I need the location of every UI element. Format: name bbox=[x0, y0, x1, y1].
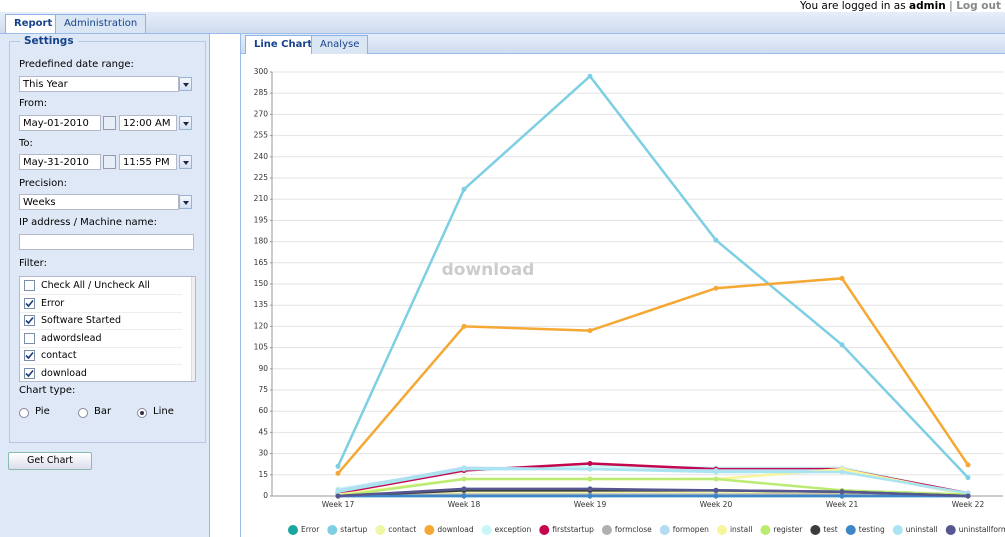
filter-row: Software Started bbox=[20, 312, 182, 330]
settings-title: Settings bbox=[20, 35, 78, 47]
to-date-input[interactable]: May-31-2010 bbox=[19, 154, 101, 170]
checkbox[interactable] bbox=[24, 280, 35, 291]
from-label: From: bbox=[19, 98, 48, 109]
separator: | bbox=[949, 0, 953, 12]
analyse-tab[interactable]: Analyse bbox=[311, 35, 369, 54]
settings-fieldset: Settings Predefined date range: This Yea… bbox=[9, 35, 206, 443]
dropdown-arrow[interactable] bbox=[179, 195, 192, 209]
filter-row: download bbox=[20, 365, 182, 382]
checkbox[interactable] bbox=[24, 315, 35, 326]
precision-label: Precision: bbox=[19, 178, 67, 189]
filter-label: Error bbox=[41, 297, 65, 309]
filter-label: adwordslead bbox=[41, 332, 102, 344]
to-label: To: bbox=[19, 138, 33, 149]
dropdown-arrow[interactable] bbox=[179, 77, 192, 91]
filter-row: Error bbox=[20, 295, 182, 313]
top-tab-bar: Report Administration bbox=[0, 12, 1005, 34]
filter-label: Check All / Uncheck All bbox=[41, 280, 150, 291]
checkbox[interactable] bbox=[24, 297, 35, 309]
radio-label: Line bbox=[153, 406, 174, 417]
administration-tab[interactable]: Administration bbox=[55, 14, 147, 33]
settings-panel: Settings Predefined date range: This Yea… bbox=[0, 34, 210, 537]
date-range-label: Predefined date range: bbox=[19, 59, 134, 70]
calendar-button[interactable] bbox=[103, 116, 116, 130]
radio[interactable] bbox=[137, 408, 147, 418]
ip-input[interactable] bbox=[19, 234, 194, 250]
report-tab[interactable]: Report bbox=[5, 14, 62, 33]
scrollbar[interactable] bbox=[191, 277, 195, 381]
login-prefix: You are logged in as bbox=[800, 0, 906, 12]
date-range-select[interactable]: This Year bbox=[19, 76, 179, 92]
chart-tab-bar: Line Chart Analyse bbox=[241, 34, 1005, 54]
chart-panel: Line Chart Analyse bbox=[240, 34, 1005, 537]
checkbox[interactable] bbox=[24, 350, 35, 361]
logout-link[interactable]: Log out bbox=[956, 0, 1001, 12]
calendar-button[interactable] bbox=[103, 155, 116, 169]
ip-label: IP address / Machine name: bbox=[19, 217, 157, 228]
filter-label: Software Started bbox=[41, 315, 121, 326]
filter-list: Check All / Uncheck All Error Software Sta… bbox=[19, 276, 196, 382]
checkbox[interactable] bbox=[24, 367, 35, 379]
filter-row: adwordslead bbox=[20, 330, 182, 348]
line-chart-tab[interactable]: Line Chart bbox=[245, 35, 322, 54]
checkbox[interactable] bbox=[24, 332, 35, 344]
chart-type-label: Chart type: bbox=[19, 385, 76, 396]
login-info: You are logged in as admin | Log out bbox=[800, 0, 1001, 12]
radio[interactable] bbox=[19, 408, 29, 418]
to-time-select[interactable]: 11:55 PM bbox=[119, 154, 177, 170]
filter-label: download bbox=[41, 367, 87, 379]
radio[interactable] bbox=[78, 408, 88, 418]
filter-label: Filter: bbox=[19, 258, 47, 269]
from-date-input[interactable]: May-01-2010 bbox=[19, 115, 101, 131]
user-name: admin bbox=[909, 0, 946, 12]
filter-row: contact bbox=[20, 347, 182, 365]
radio-label: Bar bbox=[94, 406, 112, 417]
dropdown-arrow[interactable] bbox=[179, 155, 192, 169]
filter-label: contact bbox=[41, 350, 77, 361]
from-time-select[interactable]: 12:00 AM bbox=[119, 115, 177, 131]
precision-select[interactable]: Weeks bbox=[19, 194, 179, 210]
get-chart-button[interactable]: Get Chart bbox=[8, 452, 92, 470]
filter-row: Check All / Uncheck All bbox=[20, 277, 182, 295]
radio-label: Pie bbox=[35, 406, 50, 417]
dropdown-arrow[interactable] bbox=[179, 116, 192, 130]
